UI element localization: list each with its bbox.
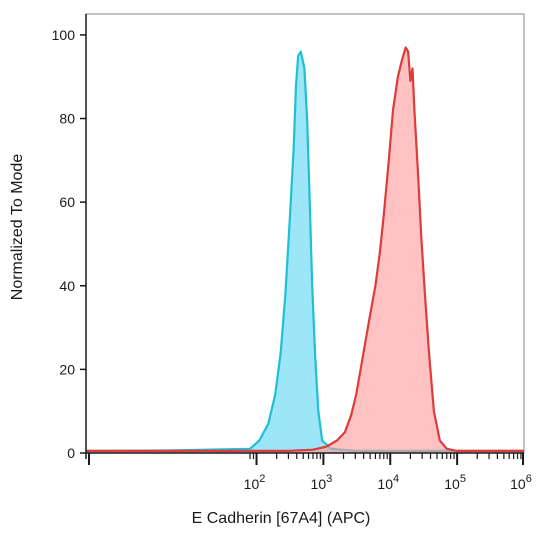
x-tick-label: 102 xyxy=(244,473,266,492)
y-axis-label: Normalized To Mode xyxy=(9,154,26,301)
series-layer xyxy=(85,46,524,454)
series-line-1 xyxy=(86,46,524,452)
y-tick-label: 0 xyxy=(67,445,75,461)
y-tick-label: 80 xyxy=(59,111,75,127)
x-tick-label: 105 xyxy=(444,473,466,492)
x-axis: 102 103 104 105 106 xyxy=(86,452,532,492)
series-area-1 xyxy=(86,47,524,454)
x-tick-label: 103 xyxy=(311,473,333,492)
x-tick-label: 106 xyxy=(510,473,532,492)
y-tick-label: 40 xyxy=(59,278,75,294)
y-tick-label: 60 xyxy=(59,194,75,210)
y-tick-label: 20 xyxy=(59,361,75,377)
x-axis-label: E Cadherin [67A4] (APC) xyxy=(192,510,371,527)
series-area-0 xyxy=(86,51,524,453)
y-tick-label: 100 xyxy=(52,27,76,43)
x-tick-label: 104 xyxy=(377,473,399,492)
y-axis: 0 20 40 60 80 100 xyxy=(52,14,87,461)
